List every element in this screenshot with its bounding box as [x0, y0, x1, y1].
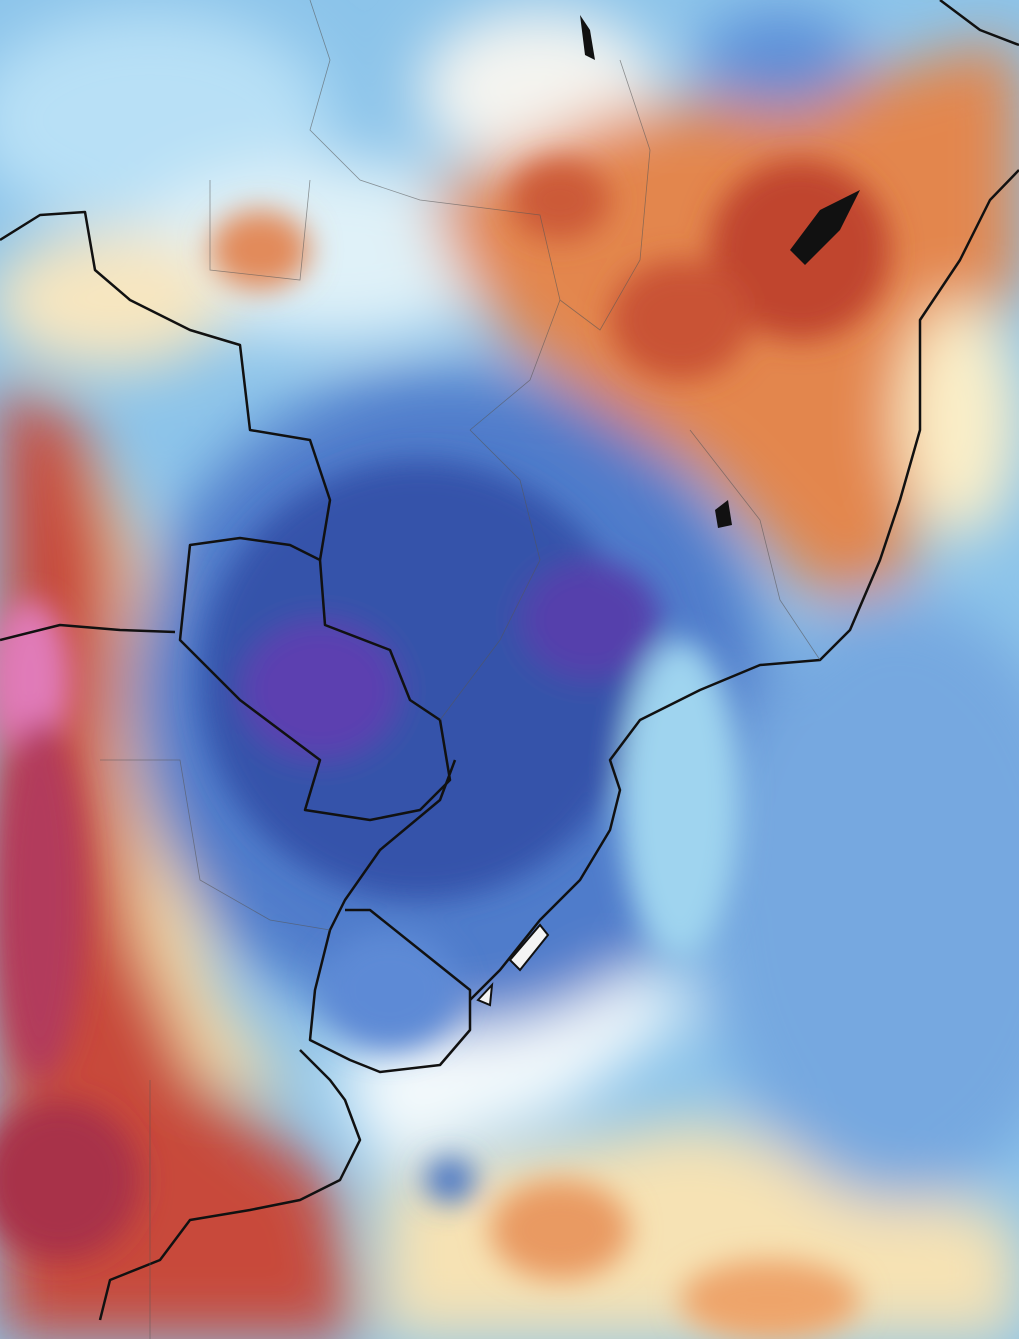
field-patch	[490, 1180, 630, 1280]
border-paraguay	[178, 536, 452, 822]
field-warm-region	[0, 380, 360, 1339]
coast-line	[469, 169, 1019, 1001]
field-patch	[700, 600, 1019, 1200]
state-line	[100, 759, 331, 931]
lakes	[476, 15, 860, 1007]
field-patch	[700, 10, 860, 110]
state-line	[689, 429, 821, 661]
coast-line	[939, 0, 1019, 47]
border-line	[0, 623, 176, 642]
field-patch	[425, 1158, 475, 1202]
field-patch	[80, 420, 300, 1100]
field-patch	[320, 930, 460, 1050]
terrain-mark	[580, 15, 595, 60]
field-patch	[620, 640, 740, 960]
field-patch	[900, 300, 1019, 540]
field-patch	[0, 720, 85, 1080]
lagoon	[508, 923, 550, 972]
border-uruguay	[308, 759, 472, 1074]
field-patch	[510, 160, 610, 240]
state-line	[439, 429, 541, 721]
lagoon	[476, 982, 494, 1007]
field-patch	[130, 160, 530, 340]
field-patch	[330, 960, 700, 1170]
state-line	[209, 179, 311, 281]
field-patch	[680, 1260, 860, 1339]
field-patch	[0, 600, 70, 760]
terrain-mark	[715, 500, 732, 528]
field-patch	[210, 210, 310, 290]
field-patch	[0, 230, 230, 370]
field-patch	[610, 260, 750, 380]
state-line	[559, 59, 651, 331]
border-line	[0, 210, 332, 561]
coast-line	[98, 1049, 362, 1321]
state-lines	[100, 0, 821, 1339]
state-line	[309, 0, 561, 431]
field-patch	[520, 560, 660, 680]
detail-layer	[0, 160, 890, 1339]
terrain-mark	[790, 190, 860, 265]
field-patch	[0, 1100, 140, 1260]
field-patch	[240, 620, 400, 760]
